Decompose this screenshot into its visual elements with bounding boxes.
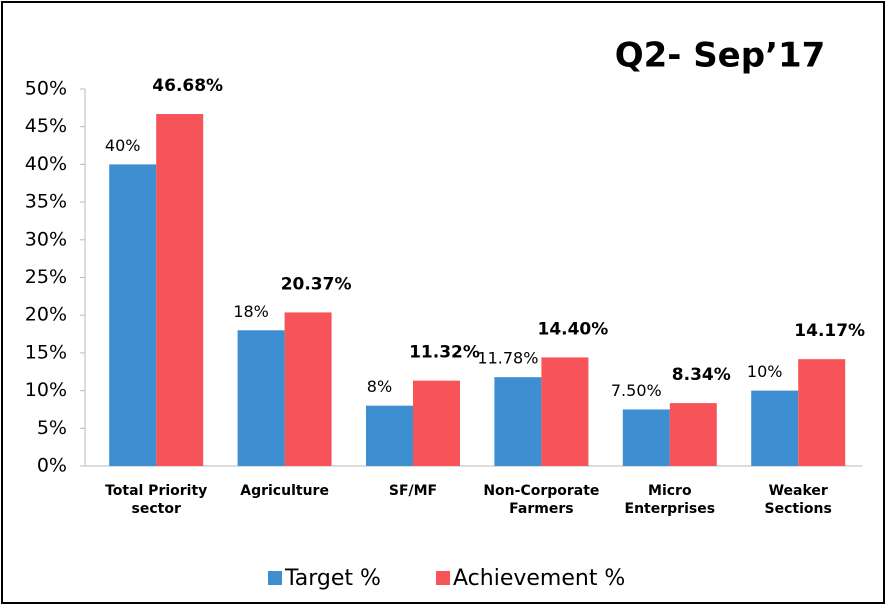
bar bbox=[622, 409, 670, 466]
value-label: 11.32% bbox=[409, 343, 480, 363]
y-tick-label: 45% bbox=[25, 115, 67, 137]
bar bbox=[669, 403, 717, 466]
x-tick-label: Micro Enterprises bbox=[624, 483, 716, 517]
x-tick-label: Total Priority sector bbox=[105, 483, 208, 517]
value-label: 11.78% bbox=[477, 349, 538, 368]
legend-label: Target % bbox=[284, 566, 381, 591]
y-tick-label: 0% bbox=[37, 455, 67, 477]
y-tick-label: 25% bbox=[25, 266, 67, 288]
value-label: 14.40% bbox=[537, 319, 608, 339]
bar bbox=[284, 312, 332, 466]
legend-label: Achievement % bbox=[453, 566, 625, 591]
value-label: 20.37% bbox=[281, 274, 352, 294]
y-tick-label: 30% bbox=[25, 228, 67, 250]
bar bbox=[413, 380, 460, 466]
y-tick-label: 20% bbox=[25, 304, 67, 326]
y-tick-label: 5% bbox=[37, 417, 67, 439]
value-label: 7.50% bbox=[611, 381, 662, 400]
y-tick-label: 40% bbox=[25, 153, 67, 175]
value-label: 18% bbox=[233, 302, 269, 321]
value-label: 14.17% bbox=[794, 321, 865, 341]
value-label: 40% bbox=[105, 136, 141, 155]
x-tick-label: Weaker Sections bbox=[764, 483, 832, 517]
x-tick-label: Non-Corporate Farmers bbox=[483, 483, 600, 517]
x-tick-label: Agriculture bbox=[240, 483, 329, 499]
bar bbox=[541, 357, 589, 466]
value-label: 10% bbox=[747, 362, 783, 381]
bar bbox=[494, 377, 542, 466]
y-tick-label: 15% bbox=[25, 341, 67, 363]
y-tick-label: 50% bbox=[25, 78, 67, 100]
value-label: 8% bbox=[367, 377, 392, 396]
value-label: 46.68% bbox=[152, 76, 223, 96]
bar bbox=[237, 330, 285, 466]
value-label: 8.34% bbox=[672, 365, 731, 385]
legend-swatch bbox=[436, 571, 450, 585]
y-tick-label: 35% bbox=[25, 191, 67, 213]
y-tick-label: 10% bbox=[25, 379, 67, 401]
legend-swatch bbox=[268, 571, 282, 585]
bar bbox=[751, 390, 799, 466]
bar bbox=[109, 164, 157, 466]
x-tick-label: SF/MF bbox=[388, 483, 438, 499]
bar bbox=[798, 359, 846, 466]
bar bbox=[366, 405, 413, 466]
bar bbox=[156, 114, 204, 466]
chart-title: Q2- Sep’17 bbox=[615, 36, 826, 76]
